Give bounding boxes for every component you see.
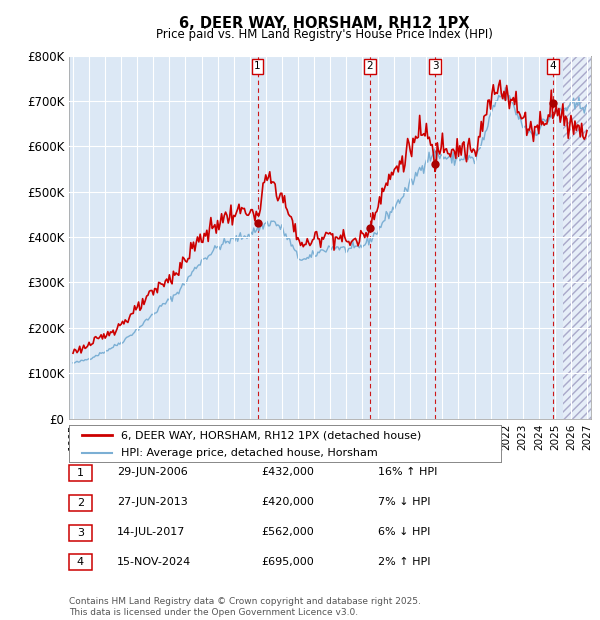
Text: £420,000: £420,000 bbox=[261, 497, 314, 507]
Text: 29-JUN-2006: 29-JUN-2006 bbox=[117, 467, 188, 477]
Text: 1: 1 bbox=[254, 61, 261, 71]
Text: £695,000: £695,000 bbox=[261, 557, 314, 567]
Text: HPI: Average price, detached house, Horsham: HPI: Average price, detached house, Hors… bbox=[121, 448, 377, 458]
Text: 2: 2 bbox=[367, 61, 373, 71]
Text: 2: 2 bbox=[77, 498, 84, 508]
Text: 7% ↓ HPI: 7% ↓ HPI bbox=[378, 497, 431, 507]
Bar bbox=[563, 56, 591, 419]
Text: 15-NOV-2024: 15-NOV-2024 bbox=[117, 557, 191, 567]
Text: 1: 1 bbox=[77, 468, 84, 478]
Text: 6% ↓ HPI: 6% ↓ HPI bbox=[378, 527, 430, 537]
Text: £562,000: £562,000 bbox=[261, 527, 314, 537]
Text: £432,000: £432,000 bbox=[261, 467, 314, 477]
Text: 3: 3 bbox=[432, 61, 439, 71]
Text: Contains HM Land Registry data © Crown copyright and database right 2025.
This d: Contains HM Land Registry data © Crown c… bbox=[69, 598, 421, 617]
Text: 4: 4 bbox=[550, 61, 556, 71]
Text: 6, DEER WAY, HORSHAM, RH12 1PX: 6, DEER WAY, HORSHAM, RH12 1PX bbox=[179, 16, 469, 30]
Text: Price paid vs. HM Land Registry's House Price Index (HPI): Price paid vs. HM Land Registry's House … bbox=[155, 28, 493, 41]
Text: 27-JUN-2013: 27-JUN-2013 bbox=[117, 497, 188, 507]
Text: 6, DEER WAY, HORSHAM, RH12 1PX (detached house): 6, DEER WAY, HORSHAM, RH12 1PX (detached… bbox=[121, 430, 421, 440]
Text: 16% ↑ HPI: 16% ↑ HPI bbox=[378, 467, 437, 477]
Text: 4: 4 bbox=[77, 557, 84, 567]
Text: 3: 3 bbox=[77, 528, 84, 538]
Bar bbox=[563, 56, 591, 419]
Text: 14-JUL-2017: 14-JUL-2017 bbox=[117, 527, 185, 537]
Text: 2% ↑ HPI: 2% ↑ HPI bbox=[378, 557, 431, 567]
